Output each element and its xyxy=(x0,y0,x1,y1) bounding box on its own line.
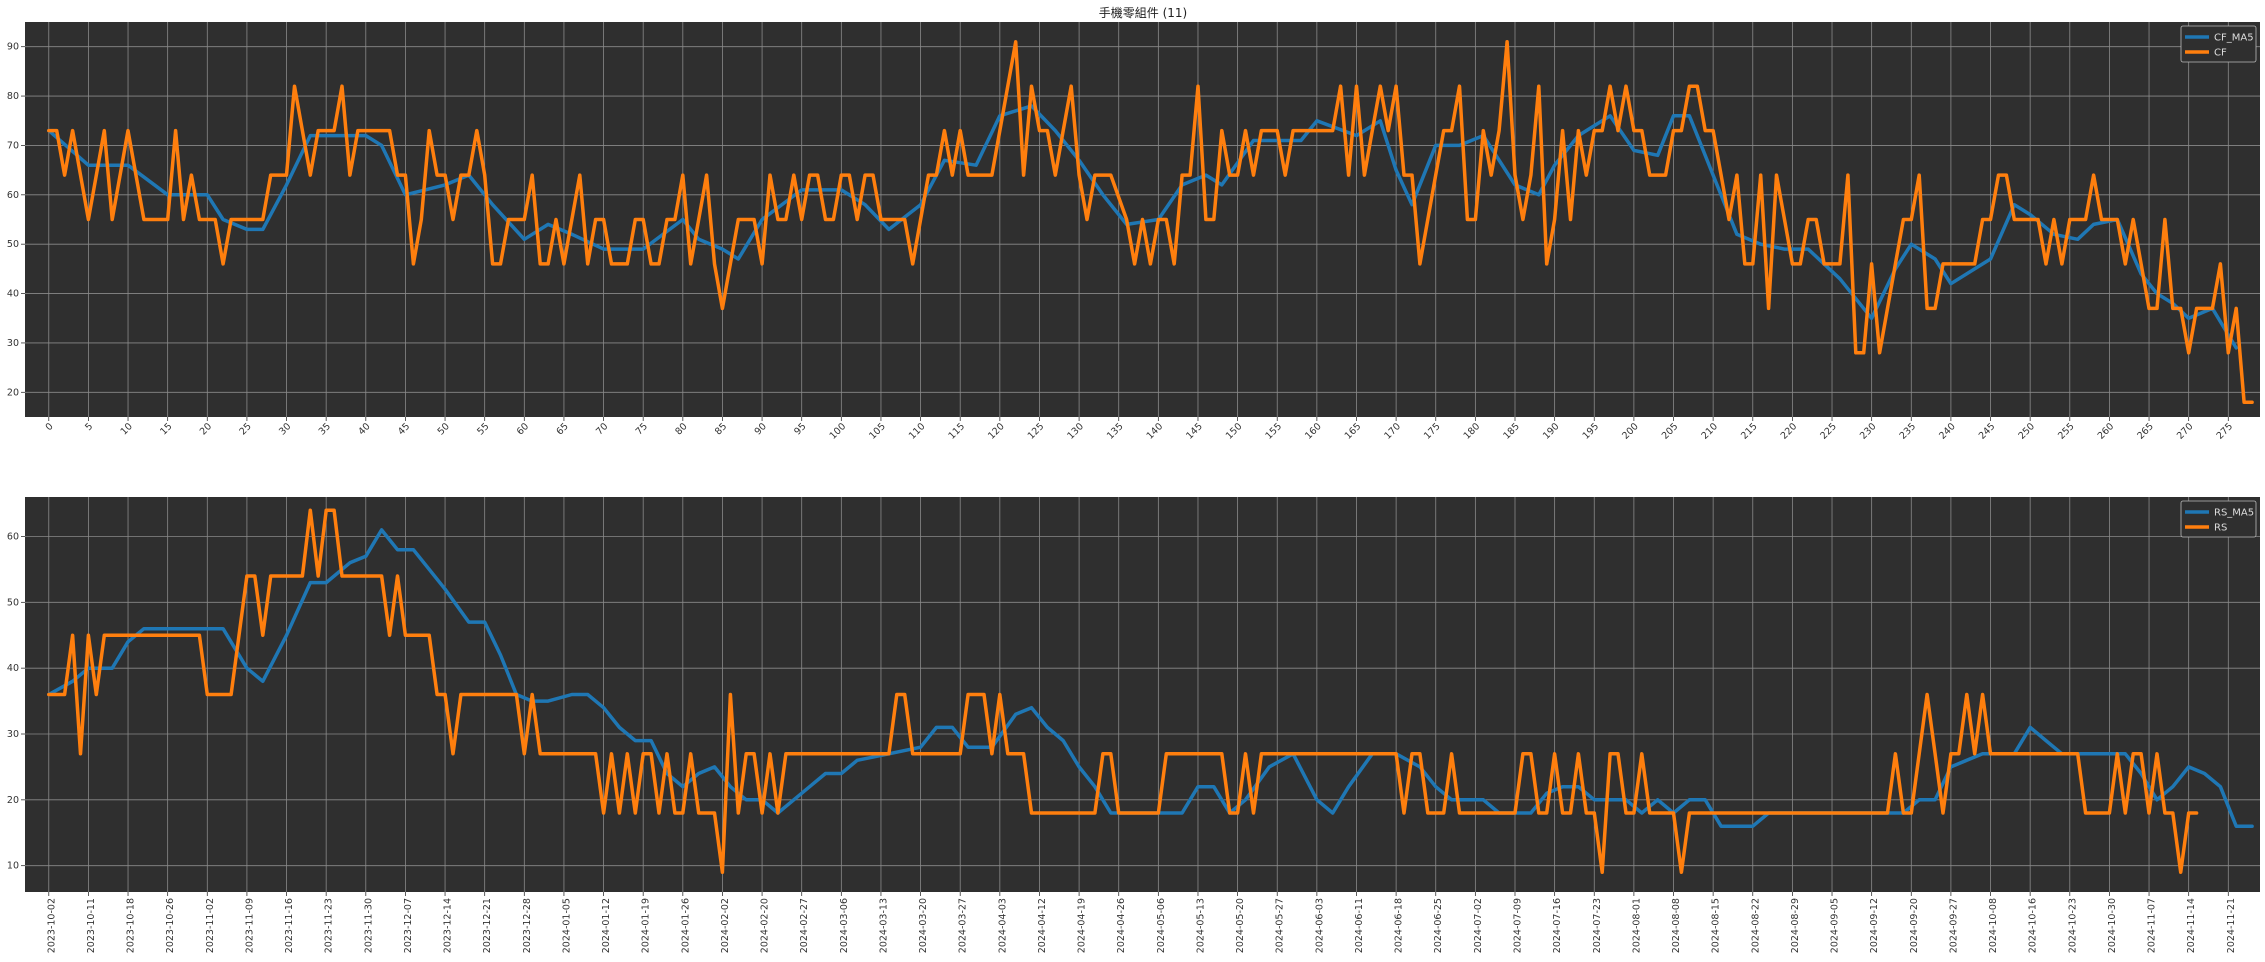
x-tick-label: 2024-05-06 xyxy=(1156,898,1167,953)
x-tick-label: 2024-10-08 xyxy=(1988,898,1999,953)
series-line-rs xyxy=(47,508,2199,875)
y-tick-label: 30 xyxy=(7,338,19,349)
x-tick-label: 2024-11-21 xyxy=(2226,898,2237,953)
x-tick-label: 2024-07-02 xyxy=(1473,898,1484,953)
x-tick-label: 2023-12-07 xyxy=(403,898,414,953)
legend: RS_MA5 RS xyxy=(2180,500,2257,538)
x-tick-label: 2024-02-02 xyxy=(720,898,731,953)
series-line-cf xyxy=(47,40,2254,404)
chart-title: 手機零組件 (11) xyxy=(1099,5,1187,20)
x-tick-label: 2023-11-09 xyxy=(244,898,255,953)
x-tick-label: 2023-11-02 xyxy=(205,898,216,953)
legend-label: RS xyxy=(2214,523,2227,534)
x-tick-label: 2024-08-08 xyxy=(1671,898,1682,953)
x-tick-label: 2024-04-19 xyxy=(1077,898,1088,953)
x-tick-label: 2024-06-18 xyxy=(1394,898,1405,953)
x-tick-label: 2024-04-26 xyxy=(1116,898,1127,953)
y-tick-label: 50 xyxy=(7,239,19,250)
y-tick-label: 20 xyxy=(7,387,19,398)
x-tick-label: 2024-08-15 xyxy=(1711,898,1722,953)
x-tick-label: 2024-05-13 xyxy=(1195,898,1206,953)
x-tick-label: 2023-12-28 xyxy=(522,898,533,953)
x-tick-label: 2023-12-21 xyxy=(482,898,493,953)
y-tick-label: 20 xyxy=(7,795,19,806)
y-tick-label: 30 xyxy=(7,729,19,740)
x-tick-label: 2024-10-30 xyxy=(2107,898,2118,953)
x-tick-label: 2024-08-01 xyxy=(1631,898,1642,953)
legend-label: CF_MA5 xyxy=(2214,33,2254,44)
x-tick-label: 2024-03-13 xyxy=(878,898,889,953)
x-tick-label: 2024-09-27 xyxy=(1948,898,1959,953)
y-tick-label: 90 xyxy=(7,42,19,53)
x-tick-label: 2024-04-12 xyxy=(1037,898,1048,953)
chart-panel-top: 0 5 10 15 20 25 30 35 40 45 50 55 60 65 70 75 80 85 90 95 10… xyxy=(7,22,2260,442)
legend-label: RS_MA5 xyxy=(2214,508,2254,519)
x-tick-label: 2024-03-27 xyxy=(958,898,969,953)
x-tick-label: 2024-02-27 xyxy=(799,898,810,953)
x-tick-label: 2023-11-30 xyxy=(363,898,374,953)
x-tick-label: 2024-11-07 xyxy=(2147,898,2158,953)
y-tick-label: 40 xyxy=(7,289,19,300)
series-line-cf-ma5 xyxy=(47,104,2238,350)
y-tick-label: 10 xyxy=(7,861,19,872)
x-tick-label: 2023-10-26 xyxy=(165,898,176,953)
x-tick-label: 2024-04-03 xyxy=(997,898,1008,953)
x-tick-label: 2024-03-20 xyxy=(918,898,929,953)
x-tick-label: 2024-01-19 xyxy=(641,898,652,953)
x-tick-label: 2024-06-11 xyxy=(1354,898,1365,953)
x-tick-label: 2024-07-09 xyxy=(1513,898,1524,953)
x-tick-label: 2024-06-25 xyxy=(1433,898,1444,953)
x-tick-label: 2024-09-05 xyxy=(1830,898,1841,953)
legend: CF_MA5 CF xyxy=(2180,25,2257,63)
x-tick-label: 2024-01-26 xyxy=(680,898,691,953)
x-tick-label: 2024-02-20 xyxy=(760,898,771,953)
x-tick-label: 2024-01-12 xyxy=(601,898,612,953)
x-tick-label: 2024-08-29 xyxy=(1790,898,1801,953)
y-tick-label: 50 xyxy=(7,597,19,608)
x-tick-label: 2024-09-12 xyxy=(1869,898,1880,953)
y-tick-label: 40 xyxy=(7,663,19,674)
x-tick-label: 2024-05-20 xyxy=(1235,898,1246,953)
x-tick-label: 2024-11-14 xyxy=(2186,898,2197,953)
y-tick-label: 80 xyxy=(7,91,19,102)
x-tick-label: 2023-11-23 xyxy=(324,898,335,953)
x-tick-label: 2023-12-14 xyxy=(443,898,454,953)
y-tick-label: 60 xyxy=(7,190,19,201)
series-line-rs-ma5 xyxy=(47,528,2254,828)
plot-area xyxy=(25,497,2260,892)
x-tick-label: 2024-08-22 xyxy=(1750,898,1761,953)
x-tick-label: 2024-01-05 xyxy=(561,898,572,953)
x-tick-label: 2024-06-03 xyxy=(1314,898,1325,953)
x-tick-label: 2024-07-23 xyxy=(1592,898,1603,953)
x-tick-label: 2023-10-11 xyxy=(86,898,97,953)
x-tick-label: 2024-09-20 xyxy=(1909,898,1920,953)
x-tick-label: 2023-11-16 xyxy=(284,898,295,953)
x-tick-label: 2023-10-02 xyxy=(46,898,57,953)
legend-label: CF xyxy=(2214,48,2227,59)
x-tick-label: 2023-10-18 xyxy=(126,898,137,953)
x-tick-label: 2024-07-16 xyxy=(1552,898,1563,953)
x-tick-label: 2024-03-06 xyxy=(839,898,850,953)
y-tick-label: 70 xyxy=(7,140,19,151)
y-tick-label: 60 xyxy=(7,532,19,543)
x-tick-label: 2024-10-23 xyxy=(2067,898,2078,953)
x-tick-label: 2024-10-16 xyxy=(2028,898,2039,953)
x-tick-label: 2024-05-27 xyxy=(1275,898,1286,953)
chart-panel-bottom: 2023-10-02 2023-10-11 2023-10-18 2023-10-26… xyxy=(7,497,2260,953)
